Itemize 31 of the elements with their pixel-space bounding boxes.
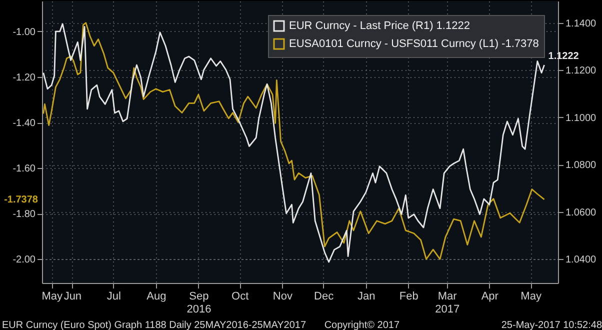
x-tick-label: Apr xyxy=(481,290,499,302)
x-tick-label: May xyxy=(42,290,63,302)
y-tick-label: -1.00 xyxy=(12,27,36,38)
legend-label: EUSA0101 Curncy - USFS011 Curncy (L1) -1.7378 xyxy=(289,38,539,50)
x-tick-label: Aug xyxy=(146,290,166,302)
y-tick-label: -1.40 xyxy=(12,118,36,130)
text: 25-May-2017 10:52:48 xyxy=(501,320,602,330)
y2-tick-label: 1.1000 xyxy=(566,112,597,124)
y-tick-label: -1.60 xyxy=(12,164,36,175)
y2-tick-label: 1.0800 xyxy=(566,160,597,172)
x-tick-label: Dec xyxy=(314,290,334,302)
y2-tick-label: 1.0400 xyxy=(566,254,597,266)
y-tick-label: -1.80 xyxy=(12,209,36,220)
legend-label: EUR Curncy - Last Price (R1) 1.1222 xyxy=(289,20,470,32)
x-tick-label: Feb xyxy=(399,290,418,302)
text: EUR Curncy (Euro Spot) Graph 1188 Daily 25MAY2016-25MAY2017 xyxy=(2,320,306,330)
x-tick-label: Jun xyxy=(64,290,82,302)
y2-tick-label: 1.1200 xyxy=(566,66,597,77)
y-tick-label: -2.00 xyxy=(12,254,36,266)
x-tick-label: Mar 2017 xyxy=(435,290,460,316)
x-tick-label: Nov xyxy=(272,290,293,302)
y-tick-label: -1.20 xyxy=(12,72,36,84)
y2-tick-label: 1.0600 xyxy=(566,207,597,218)
x-tick-label: Oct xyxy=(232,290,249,302)
text: Copyright© 2017 xyxy=(324,320,400,330)
x-tick-label: Jan xyxy=(357,290,376,302)
x-tick-label: Sep 2016 xyxy=(186,290,212,316)
x-tick-label: Jul xyxy=(106,290,121,302)
y2-tick-label: 1.1400 xyxy=(566,18,597,30)
x-tick-label: May xyxy=(520,290,542,302)
text: -1.7378 xyxy=(4,194,38,206)
